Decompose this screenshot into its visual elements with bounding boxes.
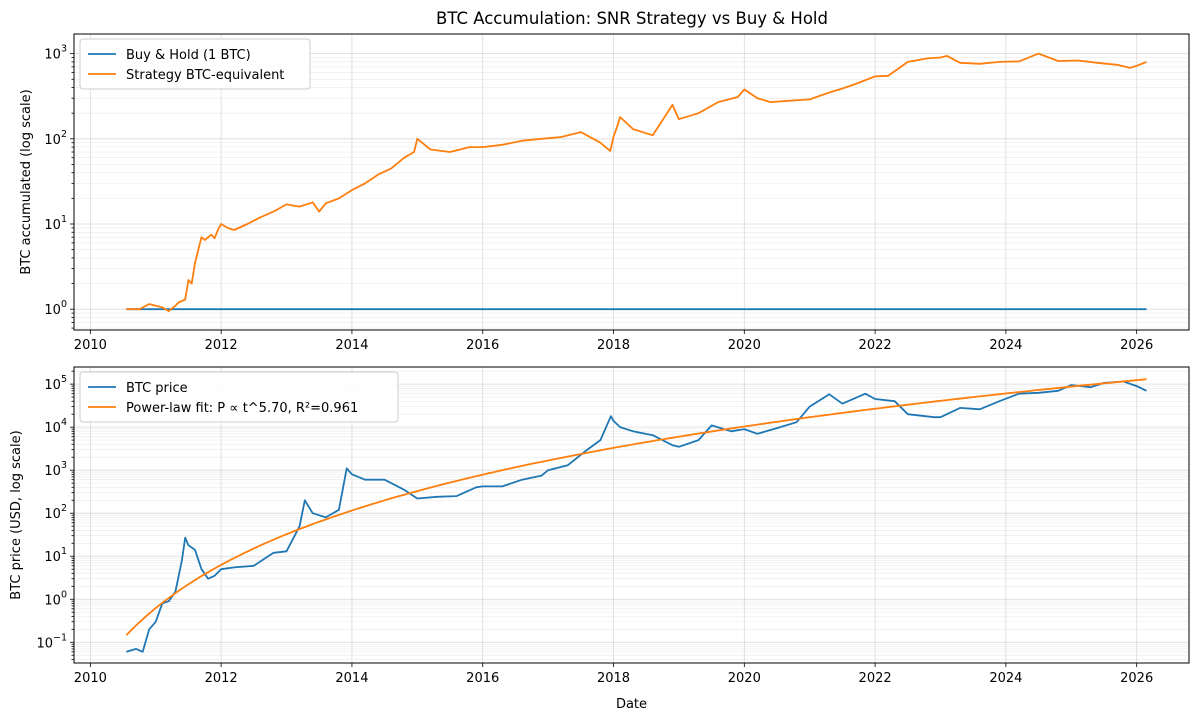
- y-tick-base: 10: [44, 303, 61, 318]
- x-tick-label: 2012: [205, 338, 238, 353]
- price-subplot: 2010 2012 2014 2016 2018 2020 2022 2024 202610−1…: [9, 366, 1190, 712]
- x-axis: 2010 2012 2014 2016 2018 2020 2022 2024 2026: [74, 367, 1153, 686]
- x-tick-label: 2010: [74, 671, 107, 686]
- y-tick-exponent: 3: [61, 44, 67, 55]
- x-tick-label: 2022: [859, 671, 892, 686]
- y-tick-label: 100: [44, 589, 67, 608]
- y-tick-exponent: 5: [61, 374, 67, 385]
- y-tick-exponent: 2: [61, 503, 67, 514]
- y-tick-exponent: 4: [61, 417, 67, 428]
- figure-title: BTC Accumulation: SNR Strategy vs Buy & …: [436, 9, 828, 28]
- series-line-secondary: [126, 52, 1147, 312]
- legend-label: Buy & Hold (1 BTC): [126, 48, 251, 63]
- y-tick-label: 103: [44, 460, 67, 479]
- y-tick-base: 10: [44, 218, 61, 233]
- y-tick-exponent: 3: [61, 460, 67, 471]
- legend-box: [79, 38, 311, 90]
- x-tick-label: 2018: [597, 671, 630, 686]
- x-tick-label: 2014: [335, 338, 368, 353]
- y-tick-base: 10: [44, 421, 61, 436]
- y-tick-base: 10: [44, 48, 61, 63]
- x-tick-label: 2016: [466, 671, 499, 686]
- x-tick-label: 2016: [466, 338, 499, 353]
- series-layer: [126, 52, 1147, 312]
- legend-label: Power-law fit: P ∝ t^5.70, R²=0.961: [126, 401, 358, 416]
- y-tick-base: 10: [44, 133, 61, 148]
- y-tick-label: 104: [44, 417, 67, 436]
- y-tick-label: 10−1: [36, 632, 67, 651]
- axes-frame: [73, 33, 1190, 331]
- x-tick-label: 2026: [1120, 671, 1153, 686]
- y-tick-label: 103: [44, 44, 67, 63]
- y-tick-base: 10: [44, 507, 61, 522]
- y-tick-base: 10: [44, 550, 61, 565]
- legend-label: Strategy BTC-equivalent: [126, 68, 284, 83]
- minor-gridlines: [71, 57, 1189, 329]
- minor-gridlines: [71, 370, 1189, 660]
- y-tick-exponent: 2: [61, 129, 67, 140]
- legend: Buy & Hold (1 BTC) Strategy BTC-equivalen…: [79, 38, 311, 90]
- x-tick-label: 2018: [597, 338, 630, 353]
- y-tick-base: 10: [44, 464, 61, 479]
- y-tick-label: 101: [44, 214, 67, 233]
- y-tick-exponent: 1: [61, 214, 67, 225]
- y-tick-exponent: 0: [61, 299, 67, 310]
- x-tick-label: 2024: [989, 338, 1022, 353]
- y-tick-exponent: 0: [61, 589, 67, 600]
- y-tick-exponent: 1: [61, 546, 67, 557]
- x-tick-label: 2014: [335, 671, 368, 686]
- x-tick-label: 2020: [728, 671, 761, 686]
- x-tick-label: 2012: [205, 671, 238, 686]
- y-axis-label: BTC accumulated (log scale): [19, 89, 34, 274]
- y-tick-base: 10: [44, 378, 61, 393]
- axes-frame: [73, 366, 1190, 664]
- x-axis-label: Date: [616, 697, 647, 712]
- series-line-secondary: [125, 378, 1147, 636]
- accumulation-subplot: 2010 2012 2014 2016 2018 2020 2022 2024 20261001…: [19, 33, 1190, 353]
- legend-label: BTC price: [126, 381, 188, 396]
- y-tick-label: 102: [44, 503, 67, 522]
- series-line-primary: [126, 380, 1147, 653]
- y-tick-base: 10: [44, 593, 61, 608]
- x-tick-label: 2010: [74, 338, 107, 353]
- y-tick-label: 100: [44, 299, 67, 318]
- series-layer: [125, 378, 1147, 653]
- x-tick-label: 2020: [728, 338, 761, 353]
- y-axis-label: BTC price (USD, log scale): [9, 430, 24, 599]
- y-tick-label: 102: [44, 129, 67, 148]
- x-tick-label: 2026: [1120, 338, 1153, 353]
- x-tick-label: 2024: [989, 671, 1022, 686]
- y-tick-label: 105: [44, 374, 67, 393]
- y-tick-base: 10: [36, 636, 53, 651]
- y-tick-exponent: −1: [53, 632, 67, 643]
- y-tick-label: 101: [44, 546, 67, 565]
- x-tick-label: 2022: [859, 338, 892, 353]
- legend: BTC price Power-law fit: P ∝ t^5.70, R²=0…: [79, 371, 399, 423]
- legend-box: [79, 371, 399, 423]
